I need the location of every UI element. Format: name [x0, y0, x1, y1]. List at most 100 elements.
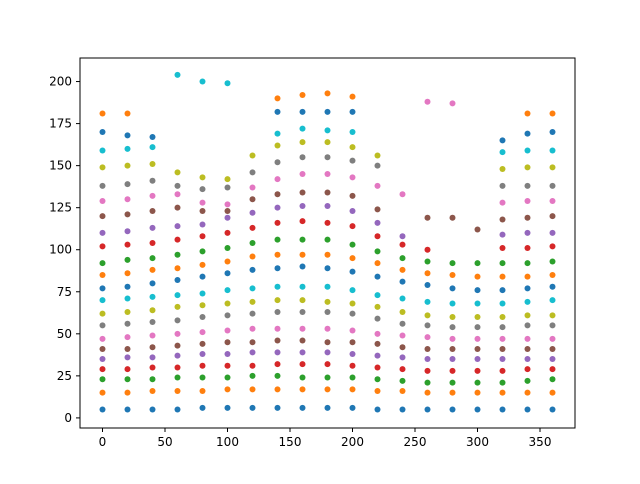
point — [124, 345, 131, 352]
point — [174, 342, 181, 349]
point — [524, 197, 531, 204]
point — [324, 108, 331, 115]
point — [124, 320, 131, 327]
point — [174, 352, 181, 359]
point — [399, 354, 406, 361]
point — [549, 322, 556, 329]
point — [424, 98, 431, 105]
point — [224, 327, 231, 334]
point — [499, 260, 506, 267]
point — [499, 231, 506, 238]
point — [274, 204, 281, 211]
point — [499, 199, 506, 206]
point — [399, 241, 406, 248]
point — [524, 214, 531, 221]
y-tick-label: 0 — [64, 411, 72, 425]
point — [349, 241, 356, 248]
point — [524, 335, 531, 342]
point — [524, 285, 531, 292]
point — [224, 386, 231, 393]
y-tick-label: 50 — [57, 327, 72, 341]
point — [324, 361, 331, 368]
x-tick-label: 300 — [466, 435, 489, 449]
point — [249, 266, 256, 273]
point — [199, 362, 206, 369]
point — [174, 236, 181, 243]
point — [349, 192, 356, 199]
point — [149, 406, 156, 413]
point — [324, 251, 331, 258]
point — [174, 277, 181, 283]
point — [299, 308, 306, 315]
point — [124, 211, 131, 218]
point — [249, 325, 256, 332]
point — [374, 303, 381, 310]
point — [374, 182, 381, 189]
point — [274, 95, 281, 102]
point — [549, 213, 556, 220]
point — [549, 366, 556, 373]
point — [249, 339, 256, 346]
point — [524, 245, 531, 252]
point — [299, 92, 306, 98]
point — [274, 108, 281, 115]
point — [124, 132, 131, 139]
point — [524, 312, 531, 319]
point — [424, 214, 431, 221]
point — [224, 201, 231, 208]
point — [199, 388, 206, 394]
point — [124, 406, 131, 413]
point — [99, 322, 106, 329]
point — [274, 349, 281, 356]
point — [474, 389, 481, 396]
point — [549, 182, 556, 189]
point — [399, 233, 406, 240]
point — [174, 251, 181, 258]
point — [274, 130, 281, 137]
point — [374, 406, 381, 413]
point — [499, 379, 506, 386]
point — [499, 245, 506, 252]
point — [299, 361, 306, 368]
point — [149, 255, 156, 262]
point — [249, 362, 256, 369]
point — [324, 386, 331, 393]
point — [549, 406, 556, 413]
point — [449, 260, 456, 267]
y-tick-label: 175 — [49, 117, 72, 131]
point — [249, 285, 256, 292]
point — [374, 248, 381, 255]
point — [149, 293, 156, 300]
point — [124, 366, 131, 373]
point — [474, 300, 481, 307]
point — [524, 298, 531, 305]
point — [349, 157, 356, 164]
point — [299, 297, 306, 304]
point — [449, 367, 456, 374]
point — [474, 379, 481, 386]
y-tick-label: 200 — [49, 75, 72, 89]
point — [549, 356, 556, 363]
point — [499, 300, 506, 307]
point — [299, 349, 306, 356]
point — [249, 184, 256, 191]
point — [299, 154, 306, 161]
point — [324, 374, 331, 381]
point — [124, 256, 131, 263]
point — [224, 374, 231, 381]
point — [474, 345, 481, 352]
point — [524, 130, 531, 137]
point — [399, 366, 406, 373]
point — [174, 265, 181, 272]
point — [449, 285, 456, 292]
point — [374, 233, 381, 240]
point — [449, 379, 456, 386]
point — [499, 314, 506, 320]
point — [299, 263, 306, 270]
point — [324, 404, 331, 411]
point — [399, 255, 406, 262]
point — [349, 287, 356, 294]
point — [349, 404, 356, 411]
point — [474, 260, 481, 267]
point — [374, 330, 381, 337]
